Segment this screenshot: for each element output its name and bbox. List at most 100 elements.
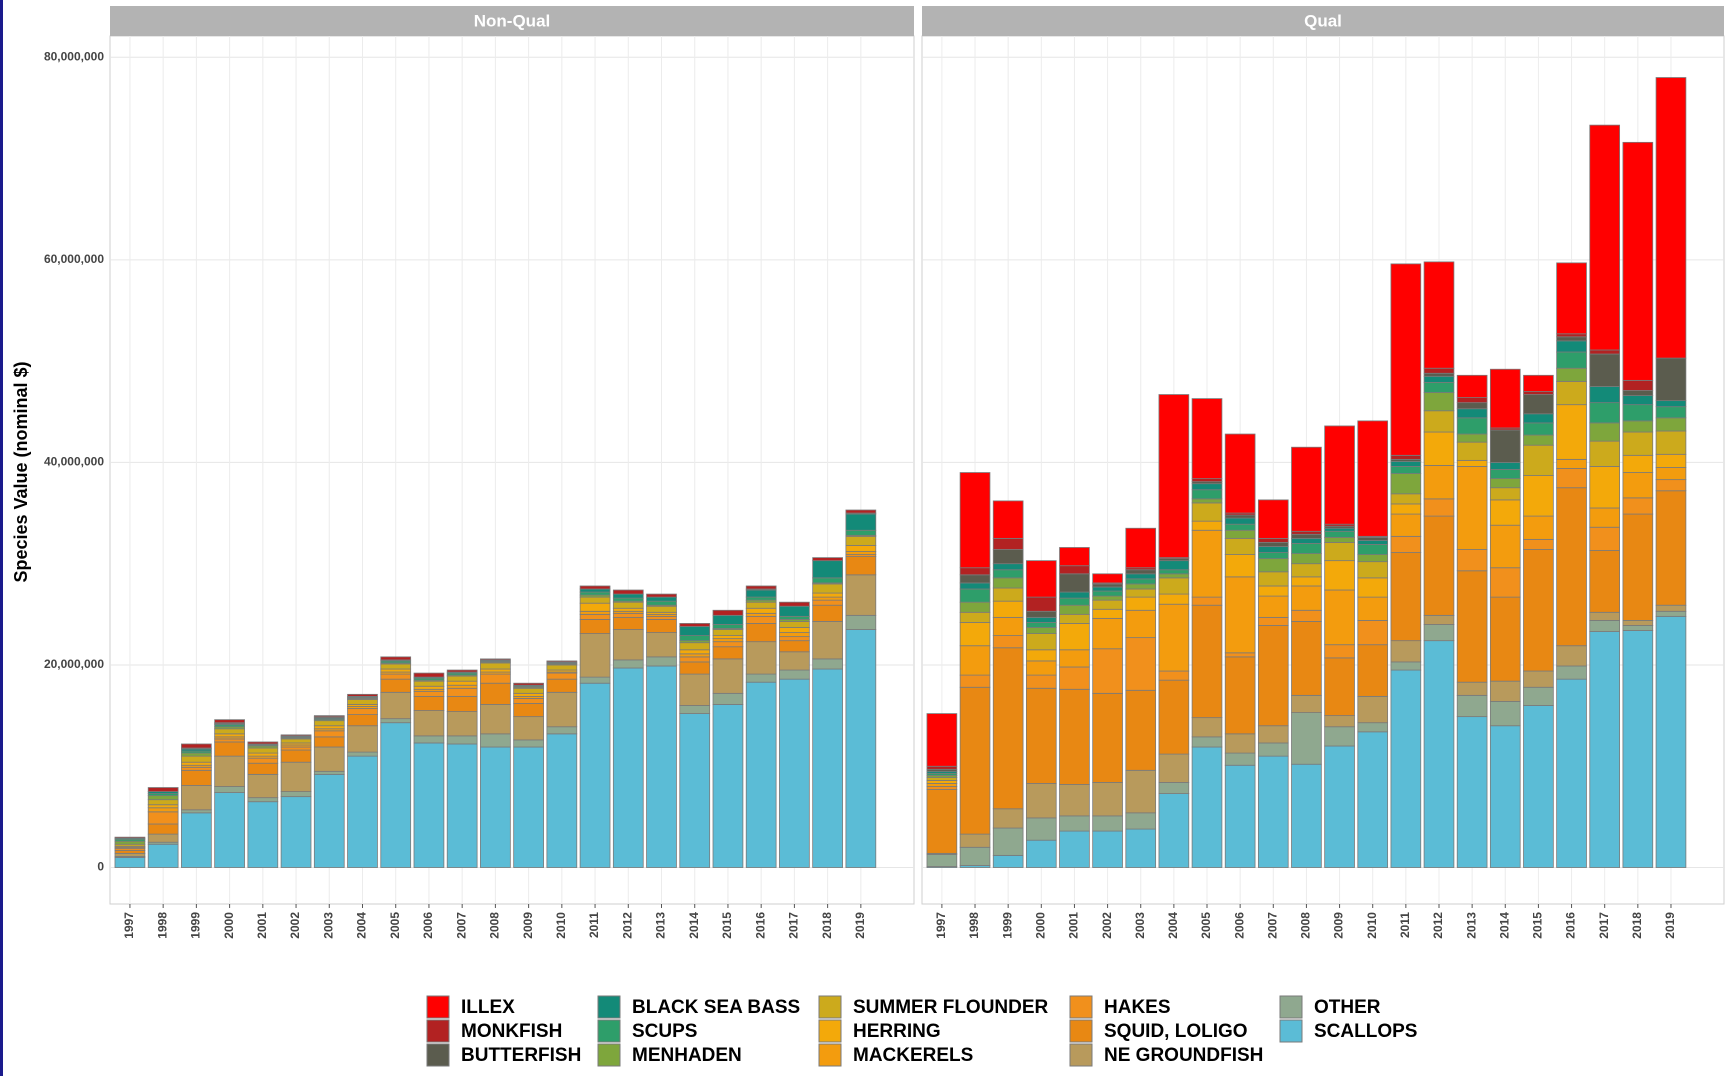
bar-segment bbox=[646, 665, 677, 868]
legend-label: MENHADEN bbox=[632, 1045, 742, 1066]
bar-segment bbox=[845, 545, 877, 552]
bar-segment bbox=[413, 735, 445, 744]
bar-segment bbox=[181, 766, 212, 771]
bar-segment bbox=[1423, 465, 1455, 500]
bar-segment bbox=[1059, 547, 1090, 567]
bar-segment bbox=[1059, 623, 1090, 651]
bar-segment bbox=[1622, 472, 1654, 499]
x-tick-label: 2019 bbox=[853, 912, 867, 939]
bar-segment bbox=[280, 734, 312, 737]
bar-segment bbox=[1224, 652, 1256, 658]
bar-segment bbox=[380, 722, 412, 868]
bar-segment bbox=[1423, 375, 1455, 383]
bar-segment bbox=[845, 629, 877, 868]
bar-segment bbox=[546, 672, 578, 680]
bar-segment bbox=[959, 574, 991, 584]
bar-segment bbox=[1291, 576, 1322, 587]
bar-segment bbox=[446, 711, 478, 737]
bar-segment bbox=[1390, 493, 1422, 505]
bar-segment bbox=[779, 651, 810, 671]
bar-segment bbox=[1224, 764, 1256, 868]
bar-segment bbox=[845, 513, 877, 531]
bar-segment bbox=[1158, 793, 1190, 868]
bar-segment bbox=[992, 616, 1024, 636]
bar-segment bbox=[845, 556, 877, 576]
bar-segment bbox=[1456, 433, 1488, 443]
bar-segment bbox=[247, 797, 279, 803]
bar-segment bbox=[214, 741, 245, 757]
bar-segment bbox=[513, 739, 544, 748]
bar-segment bbox=[1556, 367, 1587, 382]
bar-segment bbox=[579, 682, 611, 868]
bar-segment bbox=[1324, 536, 1355, 543]
bar-segment bbox=[959, 686, 991, 835]
bar-segment bbox=[1390, 535, 1422, 553]
bar-segment bbox=[812, 557, 843, 562]
bar-segment bbox=[1556, 468, 1587, 489]
bar-segment bbox=[1423, 261, 1455, 369]
bar-segment bbox=[812, 577, 843, 584]
bar-segment bbox=[280, 791, 312, 798]
x-tick-label: 2011 bbox=[1398, 912, 1412, 938]
bar-segment bbox=[1655, 479, 1687, 492]
bar-segment bbox=[646, 632, 677, 658]
bar-segment bbox=[1523, 686, 1554, 706]
bar-segment bbox=[313, 746, 345, 772]
x-tick-label: 2005 bbox=[1199, 912, 1213, 939]
bar-segment bbox=[147, 811, 179, 825]
bar-segment bbox=[712, 641, 744, 648]
legend-key bbox=[818, 1019, 842, 1043]
bar-segment bbox=[579, 610, 611, 615]
bar-segment bbox=[1191, 746, 1223, 868]
bar-segment bbox=[779, 640, 810, 653]
bar-segment bbox=[546, 660, 578, 663]
bar-segment bbox=[1556, 262, 1587, 335]
bar-segment bbox=[926, 853, 958, 867]
bar-segment bbox=[812, 658, 843, 670]
bar-segment bbox=[612, 607, 644, 612]
bar-segment bbox=[1191, 498, 1223, 504]
bar-segment bbox=[1423, 410, 1455, 433]
facet-label: Qual bbox=[1304, 11, 1342, 30]
y-tick-label: 20,000,000 bbox=[44, 657, 104, 671]
bar-segment bbox=[1655, 615, 1687, 868]
bar-segment bbox=[1357, 620, 1389, 646]
bar-segment bbox=[181, 755, 212, 763]
bar-segment bbox=[745, 681, 777, 868]
bar-segment bbox=[1191, 489, 1223, 500]
bar-segment bbox=[1556, 340, 1587, 353]
bar-segment bbox=[114, 849, 146, 854]
bar-segment bbox=[926, 776, 958, 781]
bar-segment bbox=[1489, 680, 1521, 702]
x-tick-label: 2012 bbox=[1431, 912, 1445, 939]
bar-segment bbox=[1357, 536, 1389, 541]
bar-segment bbox=[480, 704, 511, 735]
legend-label: SCALLOPS bbox=[1314, 1021, 1417, 1042]
bar-segment bbox=[579, 588, 611, 593]
bar-segment bbox=[579, 602, 611, 612]
bar-segment bbox=[247, 752, 279, 757]
bar-segment bbox=[247, 757, 279, 764]
bar-segment bbox=[1125, 609, 1157, 639]
bar-segment bbox=[1324, 657, 1355, 717]
bar-segment bbox=[181, 769, 212, 786]
x-tick-label: 2004 bbox=[1166, 912, 1180, 939]
legend-label: HAKES bbox=[1104, 997, 1171, 1018]
bar-segment bbox=[1655, 490, 1687, 606]
bar-segment bbox=[1291, 763, 1322, 868]
bar-segment bbox=[280, 796, 312, 868]
bar-segment bbox=[1655, 430, 1687, 455]
bar-segment bbox=[214, 719, 245, 724]
bar-segment bbox=[1059, 573, 1090, 593]
bar-segment bbox=[1025, 674, 1057, 689]
x-tick-label: 1998 bbox=[155, 912, 169, 939]
bar-segment bbox=[1059, 688, 1090, 785]
bar-segment bbox=[347, 699, 378, 705]
x-tick-label: 2009 bbox=[1332, 912, 1346, 939]
bar-segment bbox=[992, 537, 1024, 550]
bar-segment bbox=[1059, 830, 1090, 868]
bar-segment bbox=[646, 600, 677, 606]
bar-segment bbox=[612, 601, 644, 609]
bar-segment bbox=[1125, 573, 1157, 580]
bar-segment bbox=[1423, 640, 1455, 868]
